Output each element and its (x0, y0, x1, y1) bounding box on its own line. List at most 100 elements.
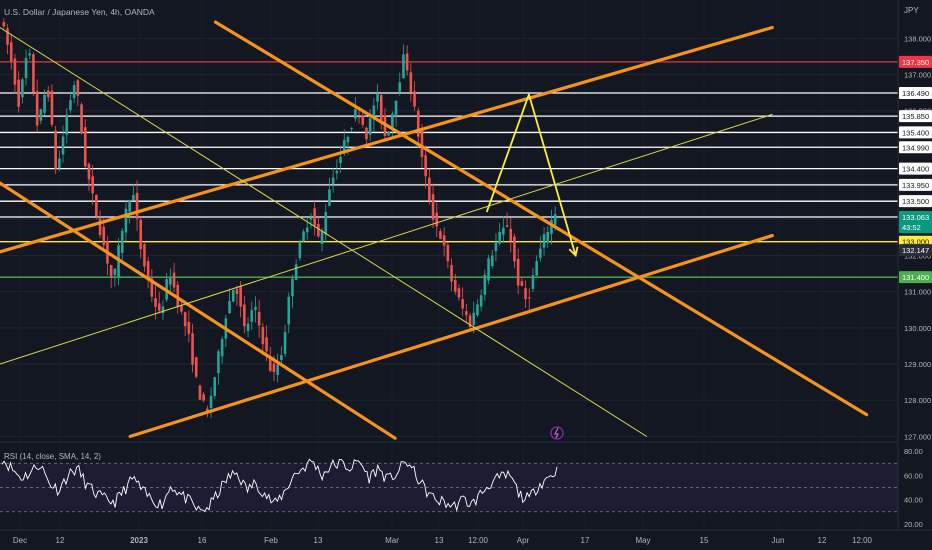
candle-body (490, 255, 494, 267)
price-tick-label: 130.000 (904, 324, 931, 333)
price-axis[interactable]: 138.000137.000136.000135.000134.000133.0… (897, 0, 932, 530)
price-label[interactable]: 133.500 (902, 197, 929, 206)
price-label[interactable]: 136.490 (902, 89, 929, 98)
candle-body (553, 214, 557, 226)
price-label[interactable]: 131.400 (902, 273, 929, 282)
candle-body (235, 288, 239, 295)
rsi-line[interactable] (1, 458, 558, 513)
candle-body (87, 163, 91, 180)
candle-body (28, 53, 32, 56)
candle-body (50, 90, 54, 125)
price-label[interactable]: 137.350 (902, 58, 929, 67)
candle-body (161, 306, 165, 314)
candle-body (339, 156, 342, 164)
time-tick-label: Dec (13, 536, 27, 545)
projection-path[interactable] (485, 93, 577, 256)
candle-body (505, 225, 509, 227)
time-tick-label: Mar (385, 536, 399, 545)
candle-body (276, 364, 279, 376)
candle-body (72, 85, 76, 99)
price-label[interactable]: 133.063 (902, 213, 929, 222)
candle-body (280, 355, 283, 360)
candle-body (120, 230, 124, 253)
rsi-band (0, 463, 898, 512)
price-tick-label: 137.000 (904, 71, 931, 80)
trendline[interactable] (0, 181, 397, 440)
trendline[interactable] (128, 233, 774, 438)
candle-body (391, 113, 394, 130)
candle-body (194, 357, 198, 377)
candle-body (298, 241, 302, 259)
price-label-bg (899, 178, 932, 191)
candle-body (239, 286, 242, 307)
rsi-title: RSI (14, close, SMA, 14, 2) (4, 452, 101, 461)
price-label[interactable]: 132.147 (902, 246, 929, 255)
candle-body (368, 118, 372, 135)
trendline[interactable] (213, 20, 869, 417)
candle-body (228, 300, 231, 314)
price-label-bg (899, 210, 932, 223)
price-label[interactable]: 43:52 (902, 223, 921, 232)
candle-body (272, 363, 276, 373)
candle-body (435, 212, 439, 227)
candle-body (342, 140, 346, 154)
price-label-bg (899, 110, 932, 123)
trendlines[interactable] (0, 20, 869, 440)
candle-body (113, 268, 117, 275)
candle-body (180, 305, 183, 312)
candle-body (513, 236, 516, 262)
candle-body (317, 223, 320, 237)
candle-body (146, 261, 150, 281)
rsi-pane[interactable] (0, 441, 898, 513)
candle-body (135, 192, 139, 219)
candle-body (102, 226, 106, 246)
time-tick-label: 15 (700, 536, 709, 545)
candle-body (302, 231, 305, 242)
thin-trendline[interactable] (0, 113, 773, 365)
price-label[interactable]: 133.000 (902, 238, 929, 247)
price-label[interactable]: 134.990 (902, 143, 929, 152)
lightning-icon[interactable] (550, 426, 564, 440)
candle-body (498, 231, 501, 244)
candle-body (209, 395, 213, 409)
price-label[interactable]: 135.850 (902, 112, 929, 121)
candle-body (387, 131, 390, 136)
candle-body (442, 235, 446, 246)
candle-body (202, 394, 205, 401)
candle-body (206, 408, 209, 412)
time-tick-label: Feb (264, 536, 278, 545)
candle-body (257, 311, 261, 326)
candle-body (361, 115, 365, 125)
candle-body (220, 339, 224, 357)
candle-body (461, 299, 464, 309)
projection-arrow[interactable] (485, 93, 579, 258)
trendline[interactable] (0, 25, 774, 254)
lightning-icon-bolt (554, 427, 559, 439)
candle-body (243, 304, 246, 327)
time-tick-label: 17 (581, 536, 590, 545)
price-tick-label: 127.000 (904, 432, 931, 441)
time-tick-label: 12:00 (468, 536, 489, 545)
price-label[interactable]: 134.400 (902, 165, 929, 174)
price-label-bg (899, 86, 932, 99)
candle-body (157, 303, 161, 311)
candle-body (516, 258, 520, 286)
candle-body (394, 100, 398, 117)
candle-body (83, 127, 87, 167)
thin-trendline[interactable] (0, 27, 648, 437)
candle-body (535, 261, 538, 276)
candle-body (335, 170, 339, 174)
candle-body (509, 228, 513, 242)
currency-label: JPY (904, 6, 919, 15)
price-label[interactable]: 133.950 (902, 181, 929, 190)
candle-body (187, 321, 191, 334)
price-label[interactable]: 135.400 (902, 128, 929, 137)
candle-body (542, 234, 546, 248)
candle-body (24, 57, 28, 79)
candle-body (9, 42, 13, 62)
candle-body (128, 201, 131, 212)
time-axis[interactable]: Dec 12 2023 16 Feb 13 Mar 13 12:00 Apr 17 May 15 Jun 1… (0, 529, 932, 550)
candle-body (80, 104, 83, 134)
price-label-bg (899, 221, 932, 234)
